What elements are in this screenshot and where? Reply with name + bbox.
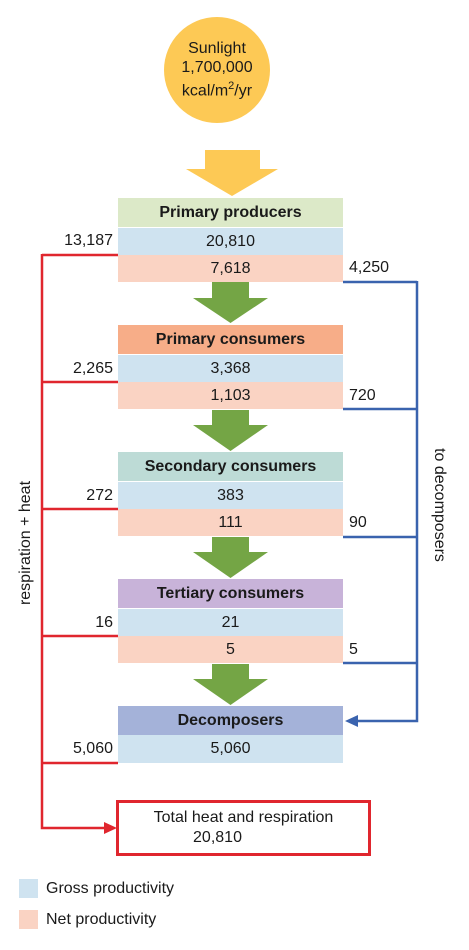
respiration-heat-label: respiration + heat bbox=[17, 480, 34, 606]
level-header-primary-producers: Primary producers bbox=[118, 198, 343, 227]
net-productivity-tertiary-consumers: 5 bbox=[118, 636, 343, 663]
respiration-value-secondary-consumers: 272 bbox=[86, 487, 113, 504]
green-arrow-2 bbox=[193, 410, 268, 451]
sunlight-value: 1,700,000 bbox=[181, 59, 253, 77]
to-decomposers-label: to decomposers bbox=[431, 448, 448, 562]
energy-arrows bbox=[193, 282, 268, 705]
level-header-tertiary-consumers: Tertiary consumers bbox=[118, 579, 343, 608]
legend-swatch-gross bbox=[19, 879, 38, 898]
green-arrow-1 bbox=[193, 282, 268, 323]
decomposer-lines bbox=[343, 280, 419, 723]
sunlight-label: Sunlight bbox=[188, 40, 246, 58]
decomposer-value-primary-producers: 4,250 bbox=[349, 259, 390, 276]
net-productivity-primary-producers: 7,618 bbox=[118, 255, 343, 282]
green-arrow-3 bbox=[193, 537, 268, 578]
legend-label-gross: Gross productivity bbox=[46, 880, 175, 897]
gross-productivity-primary-consumers: 3,368 bbox=[118, 355, 343, 382]
respiration-value-decomposers: 5,060 bbox=[72, 740, 113, 757]
level-header-secondary-consumers: Secondary consumers bbox=[118, 452, 343, 481]
gross-productivity-primary-producers: 20,810 bbox=[118, 228, 343, 255]
total-value: 20,810 bbox=[193, 829, 242, 846]
sunlight-circle: Sunlight 1,700,000 kcal/m2/yr bbox=[164, 17, 270, 123]
decomposer-value-primary-consumers: 720 bbox=[349, 387, 376, 404]
gross-productivity-secondary-consumers: 383 bbox=[118, 482, 343, 509]
respiration-arrowhead bbox=[104, 822, 117, 834]
level-header-decomposers: Decomposers bbox=[118, 706, 343, 735]
legend-label-net: Net productivity bbox=[46, 911, 157, 928]
respiration-value-primary-consumers: 2,265 bbox=[72, 360, 113, 377]
sunlight-unit: kcal/m2/yr bbox=[181, 80, 253, 100]
respiration-value-tertiary-consumers: 16 bbox=[95, 614, 113, 631]
net-productivity-secondary-consumers: 111 bbox=[118, 509, 343, 536]
level-header-primary-consumers: Primary consumers bbox=[118, 325, 343, 354]
legend-swatch-net bbox=[19, 910, 38, 929]
total-heat-respiration-box: Total heat and respiration 20,810 bbox=[116, 800, 371, 856]
gross-productivity-tertiary-consumers: 21 bbox=[118, 609, 343, 636]
sunlight-arrow bbox=[186, 150, 278, 196]
decomposer-value-tertiary-consumers: 5 bbox=[349, 641, 358, 658]
net-productivity-primary-consumers: 1,103 bbox=[118, 382, 343, 409]
respiration-value-primary-producers: 13,187 bbox=[64, 232, 113, 249]
total-label: Total heat and respiration bbox=[153, 809, 334, 826]
respiration-lines bbox=[40, 253, 118, 830]
green-arrow-4 bbox=[193, 664, 268, 705]
decomposer-value-secondary-consumers: 90 bbox=[349, 514, 367, 531]
gross-productivity-decomposers: 5,060 bbox=[118, 735, 343, 763]
decomposer-arrowhead bbox=[345, 715, 358, 727]
